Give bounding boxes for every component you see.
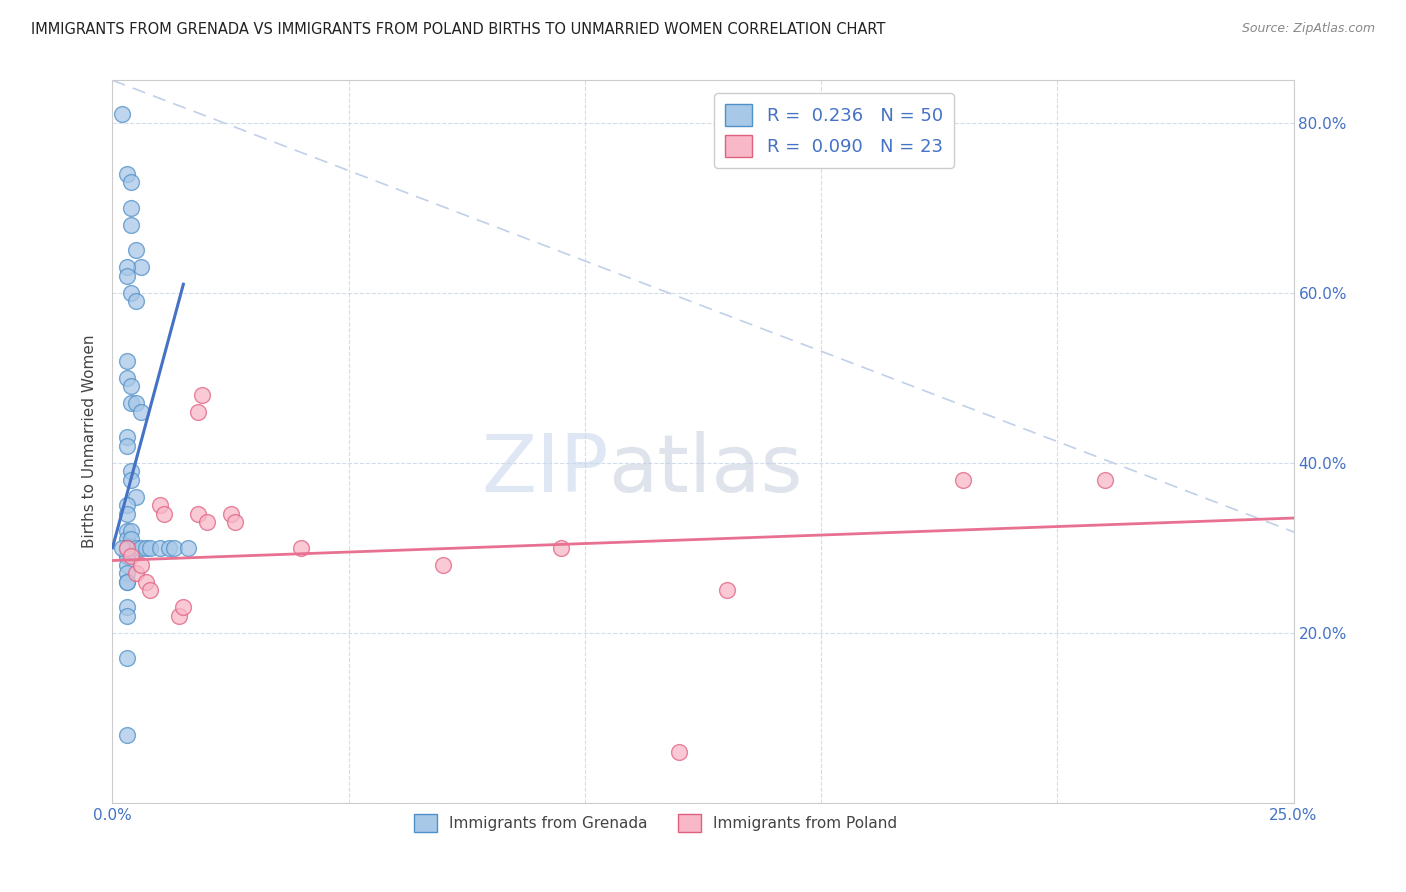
Y-axis label: Births to Unmarried Women: Births to Unmarried Women bbox=[82, 334, 97, 549]
Point bbox=[111, 107, 134, 121]
Point bbox=[186, 405, 208, 419]
Point bbox=[1094, 473, 1116, 487]
Point bbox=[115, 268, 138, 283]
Point bbox=[149, 498, 172, 512]
Point bbox=[120, 549, 142, 564]
Point bbox=[111, 541, 134, 555]
Point bbox=[139, 541, 162, 555]
Text: ZIP: ZIP bbox=[481, 432, 609, 509]
Point bbox=[129, 405, 152, 419]
Point bbox=[115, 549, 138, 564]
Point bbox=[290, 541, 312, 555]
Text: atlas: atlas bbox=[609, 432, 803, 509]
Point bbox=[668, 745, 690, 759]
Point bbox=[115, 507, 138, 521]
Point bbox=[115, 608, 138, 623]
Point bbox=[115, 541, 138, 555]
Point bbox=[224, 516, 246, 530]
Point bbox=[432, 558, 454, 572]
Text: Source: ZipAtlas.com: Source: ZipAtlas.com bbox=[1241, 22, 1375, 36]
Text: IMMIGRANTS FROM GRENADA VS IMMIGRANTS FROM POLAND BIRTHS TO UNMARRIED WOMEN CORR: IMMIGRANTS FROM GRENADA VS IMMIGRANTS FR… bbox=[31, 22, 886, 37]
Point bbox=[115, 498, 138, 512]
Point bbox=[120, 464, 142, 478]
Point bbox=[120, 396, 142, 410]
Point bbox=[125, 490, 148, 504]
Point bbox=[186, 507, 208, 521]
Point bbox=[120, 175, 142, 189]
Point bbox=[125, 244, 148, 258]
Point bbox=[139, 583, 162, 598]
Point bbox=[120, 533, 142, 547]
Point bbox=[191, 388, 214, 402]
Point bbox=[135, 574, 157, 589]
Point bbox=[115, 566, 138, 581]
Point bbox=[125, 541, 148, 555]
Point bbox=[120, 201, 142, 215]
Point bbox=[115, 541, 138, 555]
Point bbox=[157, 541, 180, 555]
Point bbox=[125, 294, 148, 309]
Point bbox=[129, 260, 152, 275]
Point bbox=[115, 728, 138, 742]
Point bbox=[125, 396, 148, 410]
Point bbox=[115, 574, 138, 589]
Legend: Immigrants from Grenada, Immigrants from Poland: Immigrants from Grenada, Immigrants from… bbox=[408, 807, 904, 838]
Point bbox=[219, 507, 242, 521]
Point bbox=[115, 600, 138, 615]
Point bbox=[115, 574, 138, 589]
Point bbox=[153, 507, 176, 521]
Point bbox=[115, 549, 138, 564]
Point bbox=[195, 516, 218, 530]
Point bbox=[115, 558, 138, 572]
Point bbox=[129, 541, 152, 555]
Point bbox=[125, 566, 148, 581]
Point bbox=[163, 541, 186, 555]
Point bbox=[149, 541, 172, 555]
Point bbox=[115, 541, 138, 555]
Point bbox=[167, 608, 190, 623]
Point bbox=[120, 524, 142, 538]
Point bbox=[135, 541, 157, 555]
Point bbox=[172, 600, 194, 615]
Point bbox=[177, 541, 200, 555]
Point bbox=[115, 651, 138, 665]
Point bbox=[120, 218, 142, 232]
Point bbox=[115, 430, 138, 444]
Point bbox=[120, 379, 142, 393]
Point bbox=[115, 541, 138, 555]
Point bbox=[120, 285, 142, 300]
Point bbox=[115, 524, 138, 538]
Point bbox=[115, 353, 138, 368]
Point bbox=[115, 533, 138, 547]
Point bbox=[716, 583, 738, 598]
Point bbox=[952, 473, 974, 487]
Point bbox=[115, 371, 138, 385]
Point bbox=[550, 541, 572, 555]
Point bbox=[120, 473, 142, 487]
Point bbox=[129, 558, 152, 572]
Point bbox=[115, 167, 138, 181]
Point bbox=[115, 439, 138, 453]
Point bbox=[115, 260, 138, 275]
